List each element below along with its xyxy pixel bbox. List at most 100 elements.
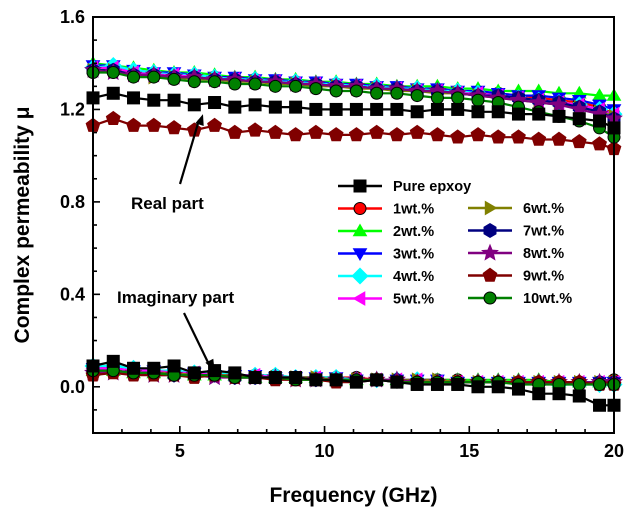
data-point-real [451, 102, 465, 116]
data-point-imag [309, 373, 323, 387]
legend-label: Pure epxoy [393, 179, 471, 195]
y-tick-label: 0.4 [60, 284, 85, 304]
legend-marker [351, 267, 369, 285]
data-point-imag [390, 375, 404, 389]
data-point-real [147, 70, 161, 84]
data-point-real [248, 98, 262, 112]
data-point-imag [572, 377, 586, 391]
annotations: Real part Imaginary part [117, 114, 234, 371]
data-point-real [228, 77, 242, 91]
data-point-imag [451, 377, 465, 391]
data-point-real [490, 129, 506, 144]
legend-label: 4wt.% [393, 269, 434, 285]
data-point-real [349, 84, 363, 98]
data-point-real [491, 105, 505, 119]
data-point-real [309, 82, 323, 96]
data-point-imag [491, 380, 505, 394]
data-point-real [248, 77, 262, 91]
legend-label: 6wt.% [523, 201, 564, 217]
data-point-real [167, 72, 181, 86]
data-point-imag [572, 389, 586, 403]
data-point-imag [289, 371, 303, 385]
data-point-real [552, 109, 566, 123]
legend-label: 3wt.% [393, 247, 434, 263]
data-point-imag [147, 361, 161, 375]
data-point-real [166, 120, 182, 135]
data-point-real [328, 127, 344, 142]
x-tick-label: 15 [459, 441, 479, 461]
legend-marker [481, 243, 499, 261]
data-point-real [572, 112, 586, 126]
x-tick-label: 10 [315, 441, 335, 461]
data-point-real [389, 127, 405, 142]
data-point-imag [532, 387, 546, 401]
legend-marker [353, 179, 367, 193]
data-point-imag [187, 366, 201, 380]
data-point-real [511, 107, 525, 121]
legend: Pure epxoy 1wt.% 2wt.% 3wt.% 4wt.% 5wt.% 6wt.%… [338, 179, 572, 308]
data-point-real [532, 107, 546, 121]
data-point-real [349, 102, 363, 116]
data-point-real [208, 96, 222, 110]
data-point-real [390, 86, 404, 100]
data-point-real [592, 136, 607, 151]
data-point-real [370, 86, 384, 100]
annotation-real-part: Real part [131, 194, 204, 213]
data-point-real [551, 131, 567, 146]
data-point-imag [248, 371, 262, 385]
data-point-real [511, 129, 526, 144]
data-point-real [105, 110, 121, 125]
arrowhead-imaginary-part [205, 358, 215, 371]
data-point-real [247, 122, 263, 137]
data-point-real [329, 102, 343, 116]
data-point-real [470, 127, 486, 142]
y-tick-label: 0.0 [60, 377, 85, 397]
arrowhead-real-part [195, 114, 204, 126]
data-point-real [289, 100, 303, 114]
data-point-real [410, 105, 424, 119]
data-point-real [430, 102, 444, 116]
data-point-imag [228, 366, 242, 380]
data-point-real [370, 102, 384, 116]
data-point-imag [410, 377, 424, 391]
legend-label: 1wt.% [393, 202, 434, 218]
data-point-real [571, 133, 587, 149]
data-point-real [329, 84, 343, 98]
data-point-imag [552, 387, 566, 401]
data-point-imag [370, 373, 384, 387]
data-point-real [409, 124, 425, 139]
data-point-real [187, 75, 201, 89]
data-point-real [208, 75, 222, 89]
data-point-imag [167, 359, 181, 373]
data-point-real [593, 114, 607, 128]
data-point-imag [511, 382, 525, 396]
legend-marker [484, 200, 498, 216]
data-point-real [308, 124, 324, 139]
data-point-real [207, 117, 222, 132]
arrow-imaginary-part [183, 312, 211, 367]
data-point-imag [593, 398, 607, 412]
data-point-real [127, 91, 141, 105]
data-point-imag [127, 361, 141, 375]
data-point-real [550, 95, 568, 113]
data-point-real [146, 117, 162, 132]
data-point-imag [430, 377, 444, 391]
arrow-real-part [178, 119, 201, 185]
data-point-real [430, 91, 444, 105]
data-point-imag [268, 371, 282, 385]
data-point-real [187, 98, 201, 112]
data-point-imag [471, 380, 485, 394]
data-point-real [451, 91, 465, 105]
legend-marker [353, 202, 367, 215]
legend-marker [352, 223, 368, 237]
data-point-real [227, 124, 243, 139]
data-point-real [430, 127, 445, 142]
data-point-real [289, 79, 303, 93]
legend-marker [483, 223, 497, 238]
y-tick-label: 1.6 [60, 7, 85, 27]
legend-marker [482, 267, 498, 282]
legend-label: 5wt.% [393, 292, 434, 308]
data-point-real [268, 79, 282, 93]
data-point-real [126, 117, 141, 132]
